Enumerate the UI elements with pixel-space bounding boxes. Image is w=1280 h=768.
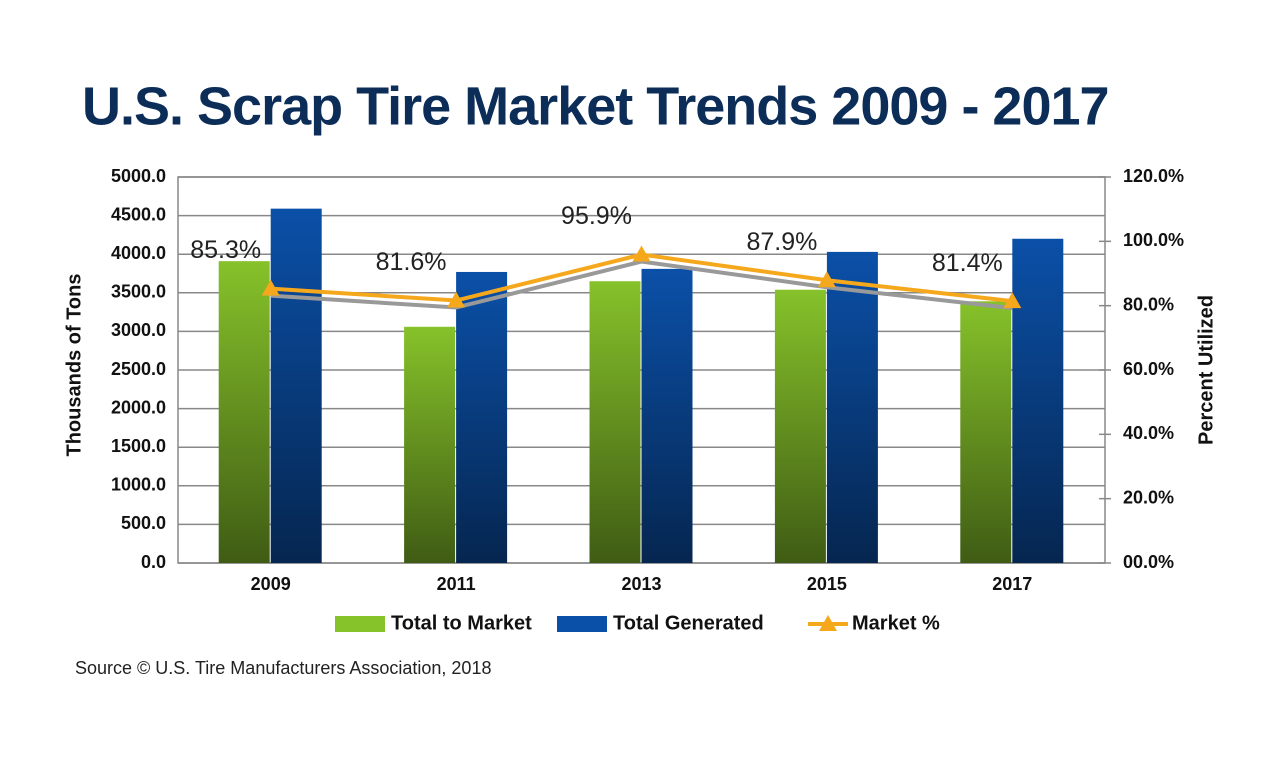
line-shadow	[270, 259, 1013, 311]
y-tick-label: 2500.0	[111, 359, 166, 379]
line-marker	[261, 279, 280, 296]
y-tick-label: 3000.0	[111, 320, 166, 340]
y-tick-label: 0.0	[141, 552, 166, 572]
x-tick-label: 2009	[251, 574, 291, 594]
bar	[589, 281, 641, 563]
line-marker	[817, 271, 836, 288]
y-tick-label: 1000.0	[111, 475, 166, 495]
x-tick-label: 2011	[437, 574, 476, 594]
y-tick-label: 1500.0	[111, 436, 166, 456]
y2-axis-label: Percent Utilized	[1195, 295, 1217, 445]
data-label: 81.4%	[932, 249, 1003, 277]
chart-title: U.S. Scrap Tire Market Trends 2009 - 201…	[82, 76, 1109, 136]
bar	[270, 208, 322, 564]
bar	[826, 251, 878, 563]
data-label: 81.6%	[376, 248, 447, 276]
legend-swatch	[335, 616, 385, 632]
source-note: Source © U.S. Tire Manufacturers Associa…	[75, 658, 491, 678]
y2-tick-label: 120.0%	[1123, 166, 1184, 186]
y2-tick-label: 100.0%	[1123, 230, 1184, 250]
legend-label: Total to Market	[391, 612, 532, 634]
y2-tick-label: 00.0%	[1123, 552, 1174, 572]
y-tick-label: 4000.0	[111, 243, 166, 263]
bar	[960, 301, 1012, 563]
legend-label: Total Generated	[613, 612, 764, 634]
y-tick-label: 4500.0	[111, 204, 166, 224]
y2-tick-label: 40.0%	[1123, 423, 1174, 443]
bar	[641, 268, 693, 563]
x-tick-label: 2015	[807, 574, 847, 594]
data-label: 87.9%	[746, 228, 817, 256]
y-tick-label: 500.0	[121, 513, 166, 533]
y-tick-label: 2000.0	[111, 397, 166, 417]
line-marker	[447, 291, 466, 308]
line-marker	[1003, 292, 1022, 309]
y-axis-label: Thousands of Tons	[63, 274, 85, 457]
data-label: 95.9%	[561, 202, 632, 230]
bar	[404, 326, 456, 563]
bar	[1012, 238, 1064, 563]
legend-swatch	[557, 616, 607, 632]
data-label: 85.3%	[190, 236, 261, 264]
legend-label: Market %	[852, 612, 940, 634]
x-tick-label: 2013	[621, 574, 661, 594]
y2-tick-label: 20.0%	[1123, 487, 1174, 507]
y-tick-label: 3500.0	[111, 282, 166, 302]
bar	[456, 271, 508, 563]
bar	[774, 289, 826, 563]
y2-tick-label: 60.0%	[1123, 359, 1174, 379]
y-tick-label: 5000.0	[111, 166, 166, 186]
y2-tick-label: 80.0%	[1123, 294, 1174, 314]
x-tick-label: 2017	[992, 574, 1032, 594]
bar	[218, 261, 270, 563]
legend-marker	[819, 615, 837, 631]
line-marker	[632, 245, 651, 262]
